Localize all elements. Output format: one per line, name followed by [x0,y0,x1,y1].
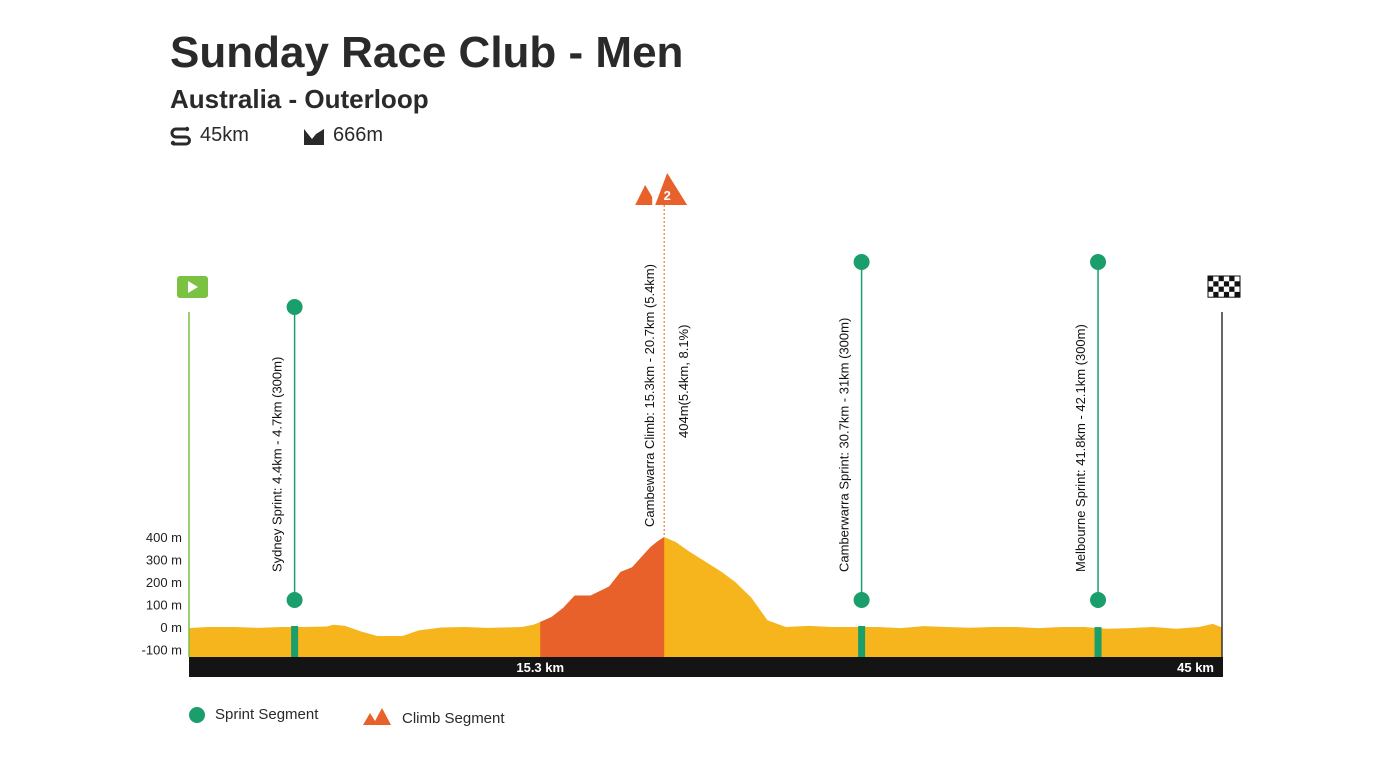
checkered-square [1234,281,1240,287]
y-tick-label: 0 m [160,620,182,635]
checkered-square [1223,291,1230,298]
sprint-segment-bar [858,626,866,657]
x-tick-label: 15.3 km [516,660,564,675]
checkered-square [1208,291,1214,298]
checkered-square [1229,286,1235,292]
climb-segment-area [540,537,665,657]
sprint-name-label: Sydney Sprint: 4.4km - 4.7km (300m) [270,357,285,572]
checkered-square [1234,286,1240,292]
y-tick-label: 100 m [146,598,182,613]
sprint-top-dot [286,299,303,315]
checkered-square [1218,286,1224,292]
sprint-bottom-dot [853,592,870,608]
elevation-icon [303,126,325,146]
climb-category-icon [655,173,688,205]
legend-sprint-label: Sprint Segment [215,706,319,723]
sprint-name-label: Camberwarra Sprint: 30.7km - 31km (300m) [837,318,852,572]
route-subtitle: Australia - Outerloop [170,84,429,114]
checkered-square [1234,276,1240,282]
legend-climb-label: Climb Segment [402,709,505,727]
checkered-square [1208,281,1214,287]
legend-climb: Climb Segment [362,706,505,730]
y-tick-label: 400 m [146,530,182,545]
checkered-flag-icon [1208,276,1240,298]
distance-stat: 45km [170,124,249,147]
checkered-square [1223,281,1230,287]
sprint-segment-bar [1094,627,1102,657]
sprint-top-dot [853,254,870,270]
checkered-square [1223,276,1230,282]
route-icon [170,126,192,146]
x-tick-label: 45 km [1177,660,1214,675]
checkered-square [1218,281,1224,287]
sprint-marker-icon [189,706,205,723]
y-tick-label: 200 m [146,575,182,590]
checkered-square [1229,291,1235,298]
play-icon [188,281,198,293]
elevation-value: 666m [333,124,384,146]
checkered-flag-border [1207,275,1241,298]
sprint-segment-bar [291,626,299,657]
y-tick-label: 300 m [146,553,182,568]
climb-category-icon [635,185,653,205]
checkered-square [1234,291,1240,298]
y-tick-label: -100 m [142,643,182,658]
sprint-name-label: Melbourne Sprint: 41.8km - 42.1km (300m) [1073,324,1088,572]
checkered-square [1223,286,1230,292]
checkered-square [1229,281,1235,287]
distance-value: 45km [200,124,249,146]
legend-sprint: Sprint Segment [189,706,318,723]
sprint-bottom-dot [1090,592,1107,608]
climb-marker-icon [362,706,392,730]
climb-name-label: Cambewarra Climb: 15.3km - 20.7km (5.4km… [642,264,657,527]
checkered-square [1213,291,1219,298]
checkered-square [1218,291,1224,298]
sprint-top-dot [1090,254,1107,270]
sprint-bottom-dot [286,592,303,608]
elevation-profile-chart: 2 Cambewarra Climb: 15.3km - 20.7km (5.4k… [142,173,1241,677]
checkered-square [1218,276,1224,282]
elevation-profile-area [189,537,1222,657]
climb-category-label: 2 [664,188,671,203]
climb-detail-label: 404m(5.4km, 8.1%) [676,325,691,438]
x-axis-bar [189,657,1223,677]
checkered-square [1213,286,1219,292]
race-title: Sunday Race Club - Men [170,28,684,77]
checkered-square [1213,281,1219,287]
elevation-stat: 666m [303,124,383,147]
checkered-square [1208,286,1214,292]
checkered-square [1229,276,1235,282]
checkered-square [1213,276,1219,282]
checkered-square [1208,276,1214,282]
